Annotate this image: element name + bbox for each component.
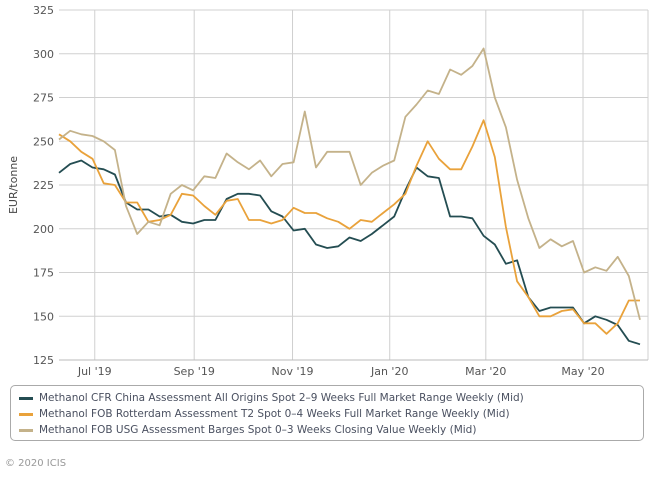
y-tick-label: 125: [33, 354, 54, 367]
legend-label: Methanol CFR China Assessment All Origin…: [39, 392, 524, 404]
x-tick-label: Jul '19: [77, 365, 112, 378]
y-tick-label: 325: [33, 4, 54, 17]
legend-swatch: [19, 412, 33, 416]
x-tick-label: Mar '20: [465, 365, 506, 378]
y-axis-label: EUR/tonne: [7, 156, 20, 214]
x-tick-label: Sep '19: [174, 365, 215, 378]
legend-swatch: [19, 428, 33, 432]
series-line-0: [58, 159, 641, 346]
y-tick-label: 300: [33, 48, 54, 61]
x-tick-label: Nov '19: [272, 365, 314, 378]
chart-legend: Methanol CFR China Assessment All Origin…: [10, 385, 644, 441]
y-tick-label: 225: [33, 179, 54, 192]
y-tick-label: 200: [33, 223, 54, 236]
legend-item-rotterdam[interactable]: Methanol FOB Rotterdam Assessment T2 Spo…: [19, 406, 643, 422]
legend-swatch: [19, 396, 33, 400]
legend-label: Methanol FOB USG Assessment Barges Spot …: [39, 424, 477, 436]
y-tick-label: 250: [33, 135, 54, 148]
y-tick-label: 150: [33, 310, 54, 323]
y-tick-label: 175: [33, 267, 54, 280]
y-tick-label: 275: [33, 92, 54, 105]
copyright: © 2020 ICIS: [5, 458, 67, 469]
x-tick-label: May '20: [561, 365, 604, 378]
legend-item-china[interactable]: Methanol CFR China Assessment All Origin…: [19, 390, 643, 406]
legend-label: Methanol FOB Rotterdam Assessment T2 Spo…: [39, 408, 510, 420]
legend-item-usg[interactable]: Methanol FOB USG Assessment Barges Spot …: [19, 422, 643, 438]
series-line-1: [58, 119, 640, 335]
line-chart: 125 150 175 200 225 250 275 300 325 Jul '19 Sep '1…: [7, 4, 649, 378]
x-tick-label: Jan '20: [370, 365, 408, 378]
series-line-2: [58, 47, 641, 321]
